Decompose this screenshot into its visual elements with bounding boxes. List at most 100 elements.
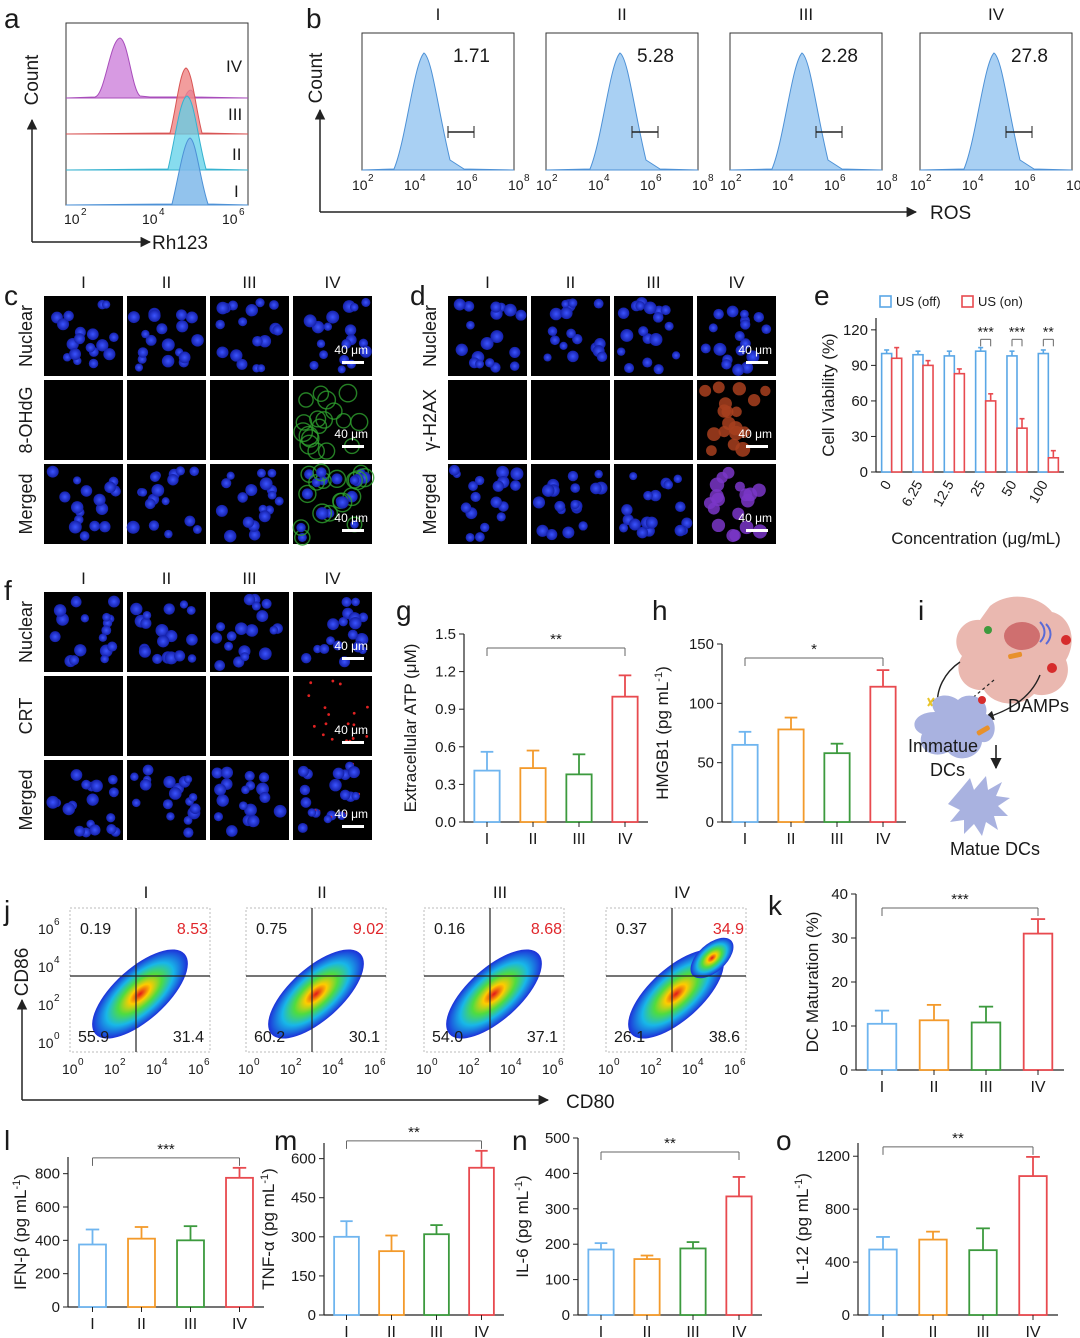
chart-l-ytick: 0 [52,1299,60,1316]
j-frame-I [69,907,211,1053]
grid-f-tile [210,676,289,756]
b-tick: 10 [1066,177,1080,193]
panel-letter-a: a [4,3,20,34]
b-tick: 10 [588,177,604,193]
panel-letter-o: o [776,1125,792,1156]
j-q-ur-III: 8.68 [531,921,562,938]
chart-h-xtick-II: II [787,831,796,848]
e-legend-off-swatch [879,295,892,308]
grid-d-tile [448,380,527,460]
chart-l-ytick: 400 [35,1232,60,1249]
chart-n-sig-label: ** [664,1135,676,1152]
chart-m-bar-II [378,1250,405,1316]
damp-dot-green [984,626,992,634]
chart-l-ytick: 800 [35,1166,60,1183]
panel-letter-d: d [410,280,426,311]
b-hist-II [545,52,699,171]
panel-letter-h: h [652,595,668,626]
grid-c-scale-text: 40 μm [334,511,368,525]
chart-g-bar-IV [611,695,639,823]
chart-h-ytick: 150 [689,636,714,653]
grid-d-row-label: Merged [420,473,440,534]
j-xtick: 10 [542,1061,558,1077]
chart-o-xtick-III: III [976,1324,989,1338]
j-xtick-exp: 6 [380,1057,386,1068]
chart-n-ytick: 400 [545,1165,570,1182]
chart-g-ytick: 0.9 [435,701,456,718]
j-frame-II [245,907,387,1053]
b-tick-exp: 6 [472,173,478,184]
e-xtick: 6.25 [898,477,926,509]
j-q-ul-II: 0.75 [256,921,287,938]
chart-g-xtick-II: II [529,831,538,848]
grid-f-scale-bar [342,825,364,828]
panel-letter-b: b [306,3,322,34]
chart-m-bar-III [423,1233,450,1316]
grid-f-row-label: Nuclear [16,601,36,663]
grid-d-scale-bar [746,361,768,364]
chart-m-ylabel: TNF-α (pg mL-1) [259,1168,278,1290]
grid-c-row-label: 8-OHdG [16,386,36,453]
chart-o-xtick-II: II [929,1324,938,1338]
j-xtick: 10 [104,1061,120,1077]
chart-m-ytick: 450 [291,1190,316,1207]
grid-d-col-III: III [646,273,660,292]
e-xtick: 100 [1025,477,1051,505]
grid-c-tile [210,380,289,460]
chart-h-ylabel: HMGB1 (pg mL-1) [653,666,672,800]
chart-k-ytick: 0 [840,1062,848,1079]
chart-h-bar-IV [869,685,897,823]
grid-c-row-label: Merged [16,473,36,534]
grid-f-tile [44,676,123,756]
j-xtick: 10 [598,1061,614,1077]
b-tick-exp: 4 [788,173,794,184]
chart-k-ytick: 30 [831,930,848,947]
b-value-III: 2.28 [821,46,858,67]
chart-o-ytick: 0 [842,1307,850,1324]
chart-l-xtick-IV: IV [232,1316,247,1333]
e-bar-1-0 [890,357,903,473]
chart-l-xtick-II: II [137,1316,146,1333]
j-xtick-exp: 2 [120,1057,126,1068]
chart-n-xtick-III: III [686,1324,699,1338]
chart-n-ytick: 0 [562,1307,570,1324]
grid-d-row-label: Nuclear [420,305,440,367]
chart-g-xtick-III: III [572,831,585,848]
chart-k-bar-III [970,1021,1002,1071]
grid-d-scale-text: 40 μm [738,511,772,525]
grid-c-col-II: II [162,273,171,292]
a-row-III: III [228,105,242,124]
chart-o-bar-II [918,1238,948,1316]
panel-letter-e: e [814,280,830,311]
tumor-cell [956,596,1072,704]
chart-n-ytick: 500 [545,1130,570,1147]
b-tick: 10 [508,177,524,193]
chart-n-ytick: 100 [545,1272,570,1289]
chart-m-sig-label: ** [408,1124,420,1141]
b-tick: 10 [824,177,840,193]
grid-c-col-IV: IV [324,273,341,292]
grid-c-tile [127,380,206,460]
chart-h-ytick: 0 [706,814,714,831]
b-value-IV: 27.8 [1011,46,1048,67]
b-group-II: II [617,5,626,24]
j-xtick-exp: 0 [78,1057,84,1068]
grid-c-scale-text: 40 μm [334,427,368,441]
j-xtick-exp: 0 [432,1057,438,1068]
b-tick: 10 [404,177,420,193]
b-tick: 10 [720,177,736,193]
j-ytick: 10 [38,1035,54,1051]
chart-m-xtick-I: I [344,1324,348,1338]
grid-c-row-label: Nuclear [16,305,36,367]
j-q-ur-II: 9.02 [353,921,384,938]
grid-d-scale-text: 40 μm [738,343,772,357]
grid-c-scale-text: 40 μm [334,343,368,357]
grid-d-col-I: I [485,273,490,292]
b-value-II: 5.28 [637,46,674,67]
chart-g-ytick: 0.3 [435,776,456,793]
grid-c-scale-bar [342,445,364,448]
chart-k-xtick-III: III [979,1079,992,1096]
